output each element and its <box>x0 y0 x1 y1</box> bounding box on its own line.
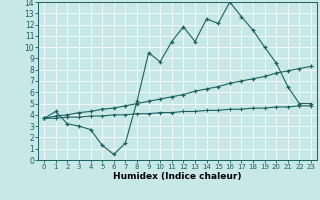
X-axis label: Humidex (Indice chaleur): Humidex (Indice chaleur) <box>113 172 242 181</box>
